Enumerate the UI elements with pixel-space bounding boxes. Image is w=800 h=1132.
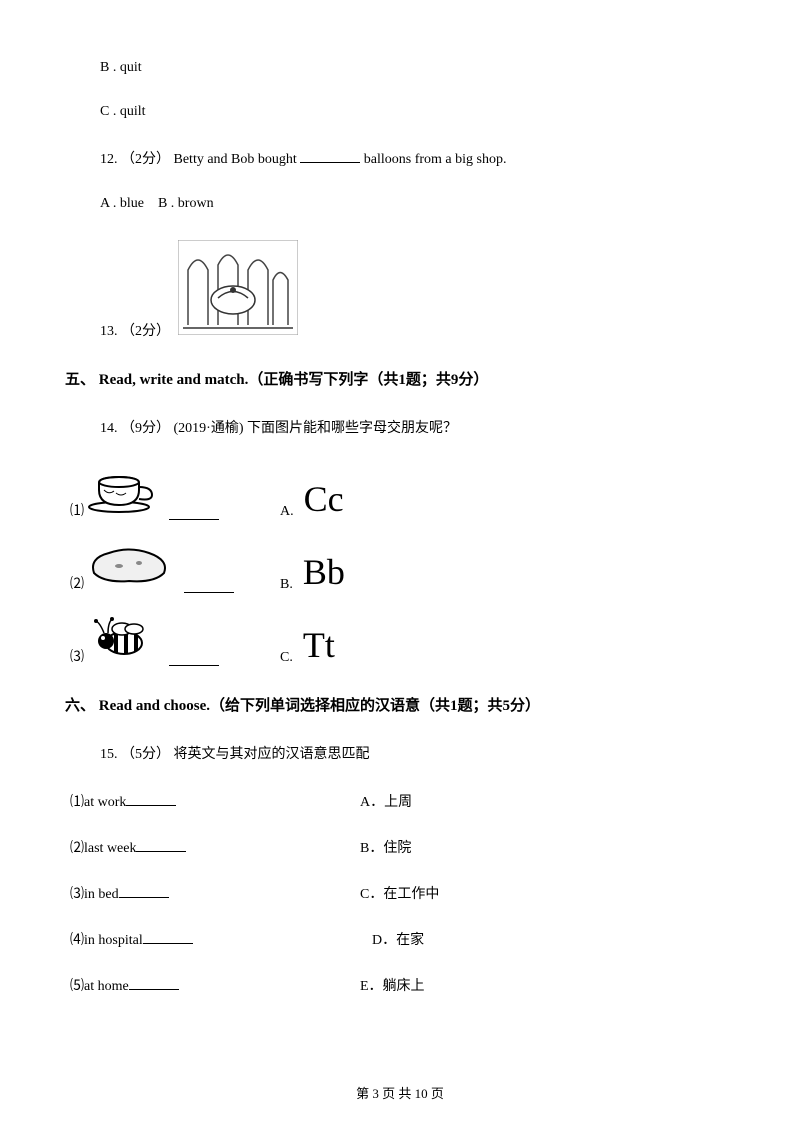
q11-option-c: C . quilt bbox=[65, 104, 735, 120]
q15-row2-blank[interactable] bbox=[136, 838, 186, 852]
q12-blank[interactable] bbox=[300, 149, 360, 163]
bee-icon bbox=[84, 611, 159, 666]
q15-row-3: ⑶in bed C．在工作中 bbox=[65, 883, 735, 903]
q12-option-b: B . brown bbox=[158, 196, 214, 211]
q15-row1-cn: A．上周 bbox=[360, 791, 412, 811]
q12-stem: 12. （2分） Betty and Bob bought balloons f… bbox=[65, 148, 735, 168]
q15-row5-cn: E．躺床上 bbox=[360, 975, 425, 995]
q14-row-3: ⑶ C. Tt bbox=[65, 611, 735, 666]
q13-image bbox=[178, 240, 298, 340]
q15-row-4: ⑷in hospital D．在家 bbox=[65, 929, 735, 949]
q14-row3-letter: Tt bbox=[303, 624, 335, 666]
q15-row4-blank[interactable] bbox=[143, 930, 193, 944]
q15-stem: 15. （5分） 将英文与其对应的汉语意思匹配 bbox=[65, 743, 735, 763]
q15-row3-cn: C．在工作中 bbox=[360, 883, 439, 903]
q15-row3-blank[interactable] bbox=[119, 884, 169, 898]
q14-row1-letter-label: A. bbox=[280, 504, 294, 520]
q12-stem-post: balloons from a big shop. bbox=[360, 152, 506, 167]
q12-option-a: A . blue bbox=[100, 196, 144, 211]
q14-row3-num: ⑶ bbox=[70, 646, 84, 666]
q14-row-1: ⑴ A. Cc bbox=[65, 465, 735, 520]
q15-row4-en: ⑷in hospital bbox=[70, 933, 143, 948]
q14-row2-letter: Bb bbox=[303, 551, 345, 593]
q15-row5-en: ⑸at home bbox=[70, 979, 129, 994]
page-footer: 第 3 页 共 10 页 bbox=[0, 1083, 800, 1102]
q15-row3-en: ⑶in bed bbox=[70, 887, 119, 902]
q14-row1-blank[interactable] bbox=[169, 506, 219, 520]
q14-row2-letter-label: B. bbox=[280, 577, 293, 593]
q15-row-2: ⑵last week B．住院 bbox=[65, 837, 735, 857]
blob-icon bbox=[84, 538, 174, 593]
q15-row4-cn: D．在家 bbox=[372, 929, 424, 949]
section6-title: 六、 Read and choose.（给下列单词选择相应的汉语意（共1题；共5… bbox=[65, 694, 735, 715]
q15-row-5: ⑸at home E．躺床上 bbox=[65, 975, 735, 995]
q15-row1-blank[interactable] bbox=[126, 792, 176, 806]
q14-row1-letter: Cc bbox=[304, 478, 344, 520]
q13-line: 13. （2分） bbox=[65, 240, 735, 340]
q14-row-2: ⑵ B. Bb bbox=[65, 538, 735, 593]
q13-label: 13. （2分） bbox=[100, 320, 170, 340]
q14-stem: 14. （9分） (2019·通榆) 下面图片能和哪些字母交朋友呢？ bbox=[65, 417, 735, 437]
q14-row3-letter-label: C. bbox=[280, 650, 293, 666]
q14-row1-num: ⑴ bbox=[70, 500, 84, 520]
q15-row2-cn: B．住院 bbox=[360, 837, 411, 857]
section5-title: 五、 Read, write and match.（正确书写下列字（共1题；共9… bbox=[65, 368, 735, 389]
q12-stem-pre: 12. （2分） Betty and Bob bought bbox=[100, 152, 300, 167]
q12-options: A . blue B . brown bbox=[65, 196, 735, 212]
q14-row3-blank[interactable] bbox=[169, 652, 219, 666]
q15-row1-en: ⑴at work bbox=[70, 795, 126, 810]
q15-row5-blank[interactable] bbox=[129, 976, 179, 990]
q14-row2-num: ⑵ bbox=[70, 573, 84, 593]
q11-option-b: B . quit bbox=[65, 60, 735, 76]
q15-row2-en: ⑵last week bbox=[70, 841, 136, 856]
q14-row2-blank[interactable] bbox=[184, 579, 234, 593]
q15-row-1: ⑴at work A．上周 bbox=[65, 791, 735, 811]
cup-icon bbox=[84, 465, 159, 520]
